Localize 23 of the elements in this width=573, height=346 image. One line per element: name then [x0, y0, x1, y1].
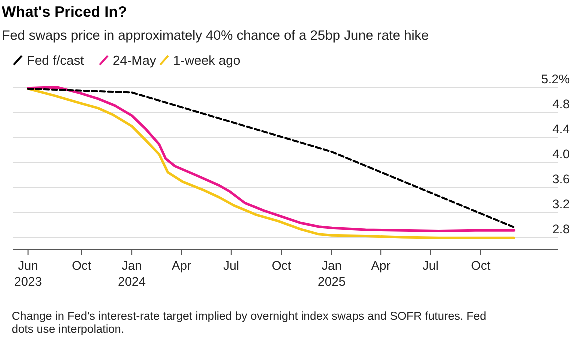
x-tick-label: Apr	[172, 259, 192, 273]
x-tick-label: Oct	[471, 259, 492, 273]
x-tick-label: Jul	[422, 259, 439, 273]
x-tick-label: Apr	[371, 259, 391, 273]
legend-label: 1-week ago	[173, 53, 241, 68]
chart-title: What's Priced In?	[2, 4, 128, 21]
y-tick-label: 5.2%	[542, 72, 570, 87]
x-tick-label: Jan 2025	[318, 259, 346, 289]
y-tick-label: 2.8	[552, 222, 570, 237]
y-tick-label: 4.8	[552, 98, 570, 112]
y-tick-label: 3.2	[552, 198, 570, 212]
text: Change in Fed's interest-rate target implied by overnight index swaps and SOFR futures. Fed dots use interpolation.	[12, 311, 487, 336]
x-tick-label: Jun 2023	[14, 259, 42, 289]
y-tick-label: 3.6	[552, 172, 570, 187]
x-tick-label: Oct	[272, 259, 292, 273]
chart-subtitle: Fed swaps price in approximately 40% chance of a 25bp June rate hike	[2, 28, 429, 43]
x-tick-label: Jul	[223, 259, 240, 273]
legend-label: Fed f/cast	[27, 53, 84, 68]
x-tick-label: Jan 2024	[118, 259, 146, 289]
y-tick-label: 4.4	[552, 122, 570, 137]
legend-label: 24-May	[113, 53, 157, 68]
y-tick-label: 4.0	[552, 148, 570, 162]
x-tick-label: Oct	[72, 259, 92, 273]
